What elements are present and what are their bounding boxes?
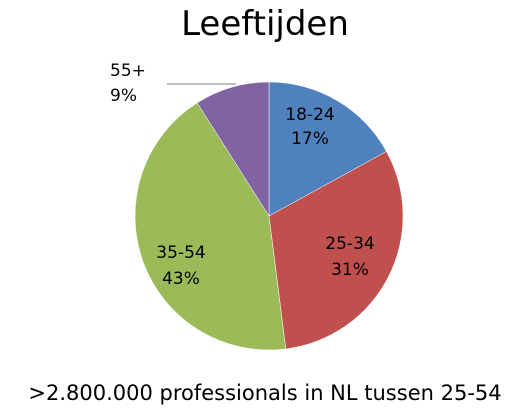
slice-label-35-54: 35-54 43% (156, 243, 205, 289)
pie-slice-18-24 (268, 81, 387, 217)
pie-slices (134, 81, 404, 351)
pie-slice-55plus (196, 81, 270, 217)
pie-slice-25-34 (268, 151, 404, 350)
slice-label-55plus: 55+ 9% (110, 61, 146, 106)
slice-label-25-34: 25-34 31% (325, 234, 374, 280)
slice-labels: 18-24 17% 25-34 31% 35-54 43% 55+ 9% (110, 61, 375, 289)
footer-caption: >2.800.000 professionals in NL tussen 25… (28, 381, 502, 405)
pie-slice-35-54 (134, 102, 287, 351)
chart-title: Leeftijden (181, 4, 349, 44)
slice-label-18-24: 18-24 17% (285, 105, 334, 149)
